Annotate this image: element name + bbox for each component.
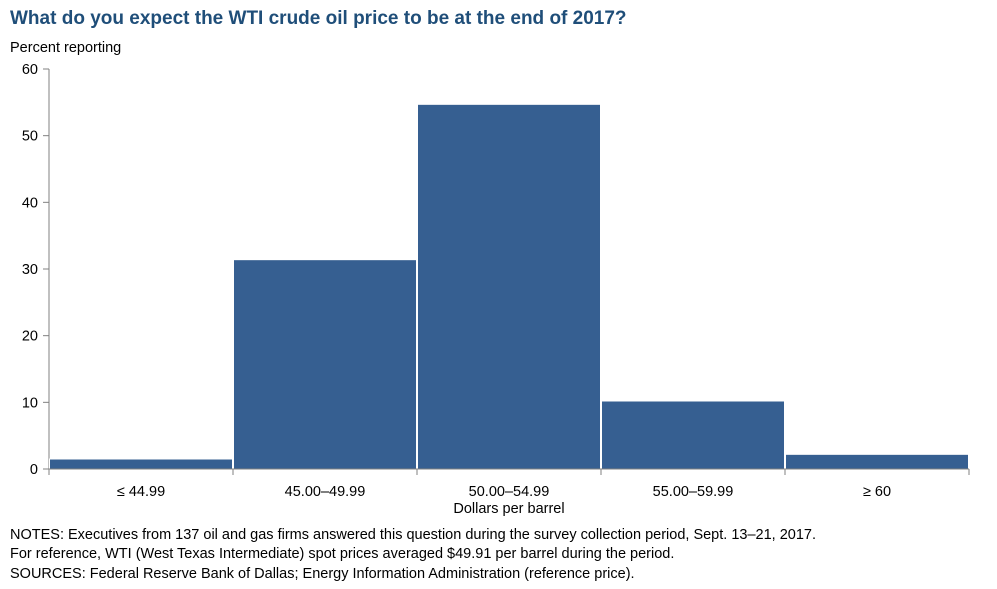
bars [49,103,969,470]
x-tick-label: ≤ 44.99 [117,484,165,500]
y-tick-label: 50 [22,129,38,145]
y-tick-label: 30 [22,262,38,278]
bar [49,458,233,470]
y-tick-label: 0 [30,462,38,478]
chart-title: What do you expect the WTI crude oil pri… [10,8,627,29]
bar [233,259,417,470]
x-tick-label: 45.00–49.99 [285,484,366,500]
x-axis-label: Dollars per barrel [453,501,564,517]
bar [785,453,969,470]
y-tick-label: 10 [22,395,38,411]
notes-line-1: NOTES: Executives from 137 oil and gas f… [10,527,816,543]
sources-line: SOURCES: Federal Reserve Bank of Dallas;… [10,566,635,582]
y-tick-label: 40 [22,195,38,211]
x-tick-label: 50.00–54.99 [469,484,550,500]
x-tick-label: ≥ 60 [863,484,891,500]
x-axis: ≤ 44.99 45.00–49.99 50.00–54.99 55.00–59.99… [48,468,970,500]
y-axis: 0 10 20 30 40 50 60 [22,62,50,478]
y-axis-label: Percent reporting [10,40,121,56]
y-tick-label: 60 [22,62,38,78]
bar [417,103,601,470]
x-tick-label: 55.00–59.99 [653,484,734,500]
notes-line-2: For reference, WTI (West Texas Intermedi… [10,546,675,562]
y-tick-label: 20 [22,329,38,345]
bar [601,400,785,470]
